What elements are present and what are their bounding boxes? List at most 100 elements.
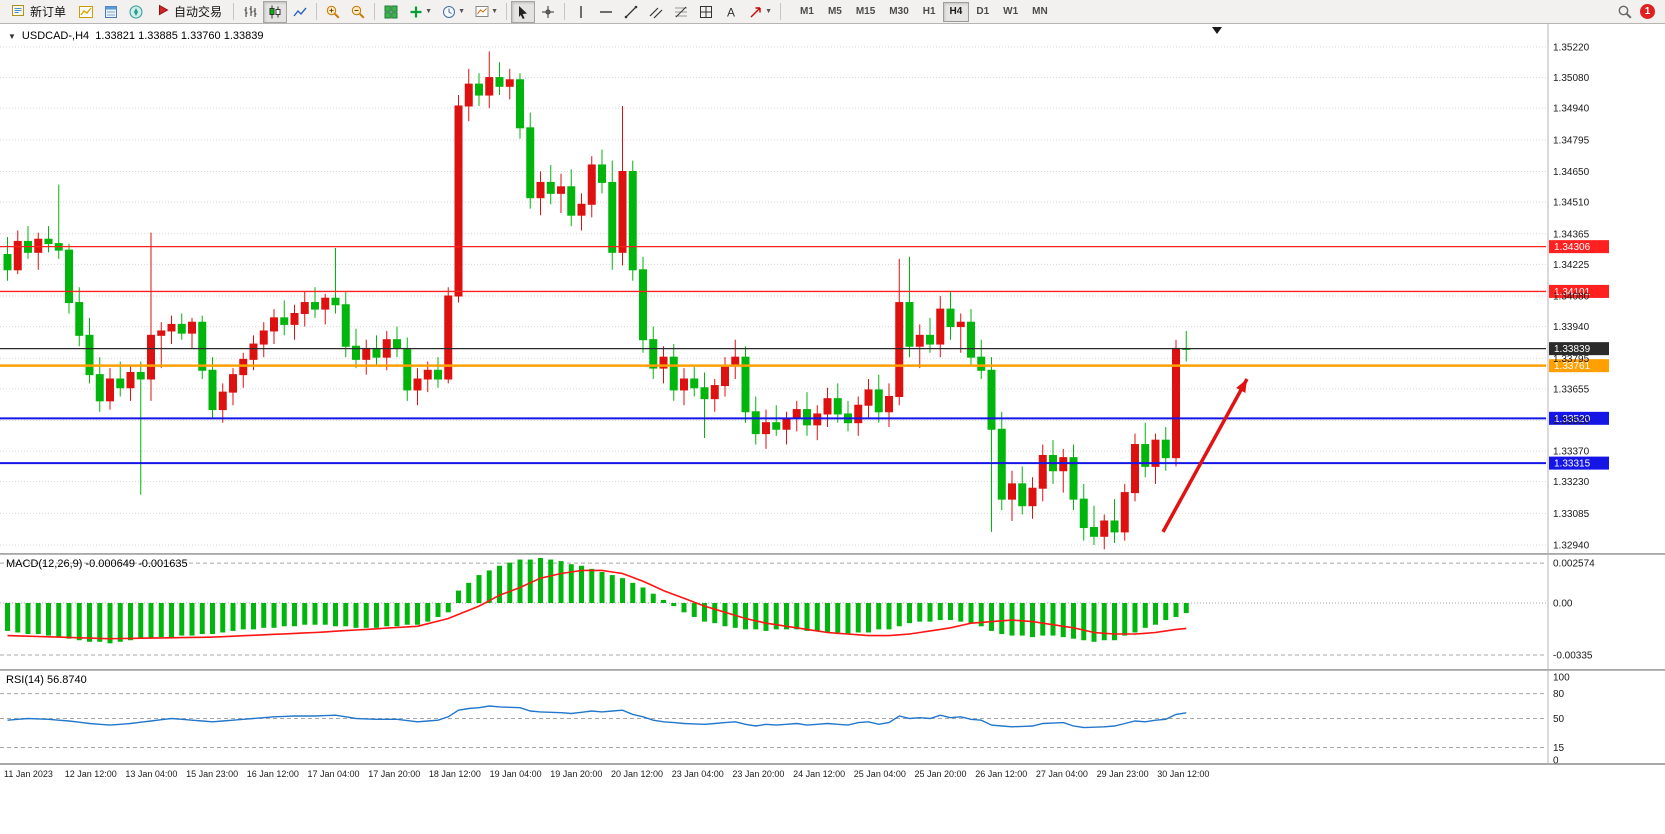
panel-separators bbox=[0, 24, 1665, 765]
candle bbox=[331, 247, 340, 314]
candle bbox=[434, 357, 442, 388]
candle bbox=[1120, 483, 1129, 541]
candle bbox=[1110, 499, 1119, 543]
charts-window-icon[interactable] bbox=[74, 1, 98, 23]
line-chart-icon[interactable] bbox=[288, 1, 312, 23]
indicators-menu-button[interactable]: ▼ bbox=[404, 1, 436, 23]
candle bbox=[505, 68, 514, 100]
candlestick-chart-icon[interactable] bbox=[263, 0, 288, 23]
svg-text:1.34101: 1.34101 bbox=[1554, 287, 1591, 298]
fibonacci-tool-icon[interactable] bbox=[669, 1, 693, 23]
candle bbox=[557, 173, 565, 214]
rsi-axis-label: 15 bbox=[1553, 743, 1565, 754]
timeframe-m5[interactable]: M5 bbox=[821, 2, 849, 22]
price-axis-label: 1.32940 bbox=[1553, 541, 1590, 552]
candle bbox=[1049, 440, 1057, 484]
symbol-header: ▼ USDCAD-,H4 1.33821 1.33885 1.33760 1.3… bbox=[8, 30, 263, 42]
rsi-axis-label: 50 bbox=[1553, 714, 1565, 725]
macd-axis-label: -0.00335 bbox=[1553, 650, 1593, 661]
text-tool-icon[interactable]: A bbox=[719, 1, 743, 23]
timeframe-m15[interactable]: M15 bbox=[849, 2, 882, 22]
arrows-tool-button[interactable]: ▼ bbox=[744, 1, 776, 23]
price-tag: 1.34306 bbox=[1549, 240, 1609, 254]
price-axis-label: 1.34795 bbox=[1553, 135, 1590, 146]
search-icon[interactable] bbox=[1613, 1, 1637, 23]
candle bbox=[833, 383, 842, 423]
candle bbox=[731, 339, 740, 380]
vertical-line-tool-icon[interactable] bbox=[569, 1, 593, 23]
time-axis-label: 25 Jan 04:00 bbox=[854, 769, 906, 779]
bar-chart-icon[interactable] bbox=[238, 1, 262, 23]
timeframe-m30[interactable]: M30 bbox=[882, 2, 915, 22]
navigator-icon[interactable] bbox=[124, 1, 148, 23]
dropdown-arrow-icon[interactable] bbox=[1212, 27, 1222, 34]
zoom-out-icon[interactable] bbox=[346, 1, 370, 23]
candle bbox=[546, 164, 555, 205]
toolbar-separator bbox=[316, 3, 318, 20]
candle bbox=[1100, 514, 1109, 550]
candle bbox=[526, 112, 535, 209]
candle bbox=[382, 330, 391, 371]
candle bbox=[1079, 483, 1088, 541]
candle bbox=[649, 326, 658, 380]
macd-histogram bbox=[5, 558, 1189, 644]
toolbar-separator bbox=[374, 3, 376, 20]
trendline-tool-icon[interactable] bbox=[619, 1, 643, 23]
time-axis-label: 19 Jan 04:00 bbox=[490, 769, 542, 779]
candle bbox=[300, 291, 309, 327]
periods-menu-button[interactable]: ▼ bbox=[437, 1, 469, 23]
candle bbox=[926, 317, 934, 353]
one-click-trading-toggle-icon[interactable]: ▼ bbox=[8, 31, 16, 41]
candle bbox=[516, 73, 524, 139]
candle bbox=[311, 287, 319, 318]
candle bbox=[803, 392, 811, 436]
new-order-button[interactable]: 新订单 bbox=[4, 2, 73, 22]
timeframe-mn[interactable]: MN bbox=[1025, 2, 1055, 22]
time-axis-label: 15 Jan 23:00 bbox=[186, 769, 238, 779]
candle bbox=[864, 379, 873, 419]
candle bbox=[167, 315, 176, 345]
horizontal-line-tool-icon[interactable] bbox=[594, 1, 618, 23]
timeframe-m1[interactable]: M1 bbox=[793, 2, 821, 22]
candle bbox=[639, 256, 647, 353]
rsi-header-text: RSI(14) 56.8740 bbox=[6, 674, 87, 686]
candle bbox=[372, 335, 381, 366]
candle bbox=[24, 226, 32, 259]
candle bbox=[188, 317, 196, 349]
price-tag: 1.33520 bbox=[1549, 411, 1609, 425]
timeframe-d1[interactable]: D1 bbox=[969, 2, 996, 22]
svg-text:1.33761: 1.33761 bbox=[1554, 361, 1591, 372]
timeframe-h1[interactable]: H1 bbox=[916, 2, 943, 22]
cursor-icon[interactable] bbox=[511, 0, 536, 23]
shapes-tool-icon[interactable] bbox=[694, 1, 718, 23]
timeframe-h4[interactable]: H4 bbox=[942, 1, 970, 22]
trend-arrow-annotation[interactable] bbox=[1161, 378, 1249, 533]
candle bbox=[198, 315, 207, 380]
candle bbox=[905, 256, 914, 358]
candle bbox=[587, 156, 596, 218]
zoom-in-icon[interactable] bbox=[321, 1, 345, 23]
price-axis-label: 1.34940 bbox=[1553, 104, 1590, 115]
market-watch-icon[interactable] bbox=[99, 1, 123, 23]
horizontal-lines[interactable]: 1.34306 1.34101 1.33839 1.33761 1.33520 1.333… bbox=[0, 240, 1609, 470]
auto-trading-button[interactable]: 自动交易 bbox=[149, 2, 229, 22]
candle bbox=[710, 379, 719, 412]
rsi-axis-label: 100 bbox=[1553, 673, 1570, 684]
candle bbox=[321, 293, 330, 325]
timeframe-toolbar: M1 M5 M15 M30 H1 H4 D1 W1 MN bbox=[793, 1, 1055, 22]
chart-area[interactable]: 1.34306 1.34101 1.33839 1.33761 1.33520 1.333… bbox=[0, 24, 1665, 834]
tile-windows-icon[interactable] bbox=[379, 1, 403, 23]
price-tag: 1.33761 bbox=[1549, 359, 1609, 373]
timeframe-w1[interactable]: W1 bbox=[996, 2, 1025, 22]
candle bbox=[598, 149, 606, 194]
crosshair-icon[interactable] bbox=[536, 1, 560, 23]
channel-tool-icon[interactable] bbox=[644, 1, 668, 23]
price-tag: 1.33315 bbox=[1549, 456, 1609, 470]
price-axis-label: 1.35080 bbox=[1553, 73, 1590, 84]
svg-text:A: A bbox=[727, 5, 735, 19]
candle bbox=[792, 400, 801, 432]
price-axis-label: 1.34080 bbox=[1553, 292, 1590, 303]
templates-menu-button[interactable]: ▼ bbox=[470, 1, 502, 23]
notification-badge[interactable]: 1 bbox=[1640, 4, 1655, 19]
price-axis-label: 1.34225 bbox=[1553, 260, 1590, 271]
